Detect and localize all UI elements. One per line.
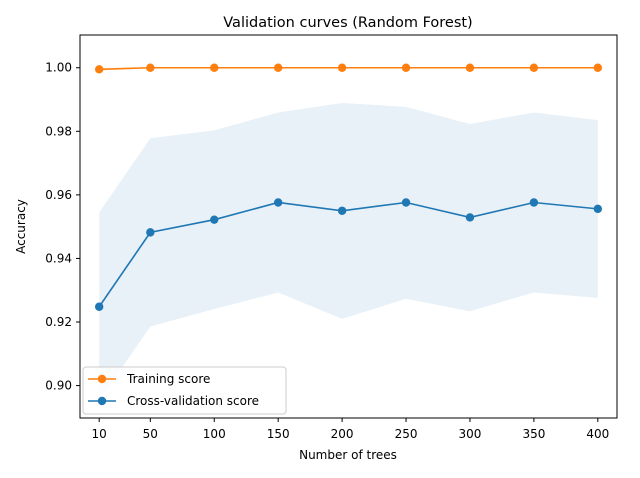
data-point [210,63,219,72]
legend-marker [97,374,107,384]
data-point [210,215,219,224]
data-point [593,204,603,214]
data-point [273,198,283,207]
data-point [146,228,155,237]
x-axis-ticks: 10 50 100 150 200 250 300 350 400 [92,418,609,441]
chart-title: Validation curves (Random Forest) [223,15,472,31]
data-point [146,63,155,72]
x-tick-label: 350 [522,427,545,441]
legend-label: Cross-validation score [127,394,259,408]
legend-entries: Training score Cross-validation score [88,372,259,408]
y-tick-label: 0.94 [45,251,72,265]
x-tick-label: 250 [395,427,418,441]
legend-label: Training score [126,372,210,386]
data-point [401,198,411,207]
confidence-band-1 [99,103,598,401]
x-tick-label: 300 [459,427,482,441]
x-tick-label: 100 [203,427,226,441]
data-point [465,213,475,222]
data-point [465,63,475,72]
x-tick-label: 50 [143,427,158,441]
y-tick-label: 0.90 [45,379,72,393]
legend-box [82,366,287,415]
y-axis-label: Accuracy [14,199,28,254]
x-tick-label: 10 [92,427,107,441]
legend-marker [97,396,107,406]
y-tick-label: 0.96 [45,188,72,202]
data-point [94,65,104,74]
data-point [94,302,104,311]
x-tick-label: 150 [267,427,290,441]
y-tick-label: 0.98 [45,124,72,138]
y-axis-ticks: 0.90 0.92 0.94 0.96 0.98 1.00 [45,61,80,393]
data-point [593,63,603,72]
data-point [401,63,411,72]
data-point [529,63,539,72]
legend: Training score Cross-validation score [82,366,287,415]
y-tick-label: 0.92 [45,315,72,329]
data-point [529,198,539,207]
series-markers [94,63,603,311]
data-point [273,63,283,72]
y-tick-label: 1.00 [45,61,72,75]
plot-frame [79,34,618,419]
series-line-0 [99,66,598,71]
x-axis-label: Number of trees [299,448,397,462]
x-tick-label: 400 [586,427,609,441]
data-point [337,206,347,215]
confidence-bands [99,67,598,401]
data-point [337,63,347,72]
x-tick-label: 200 [331,427,354,441]
